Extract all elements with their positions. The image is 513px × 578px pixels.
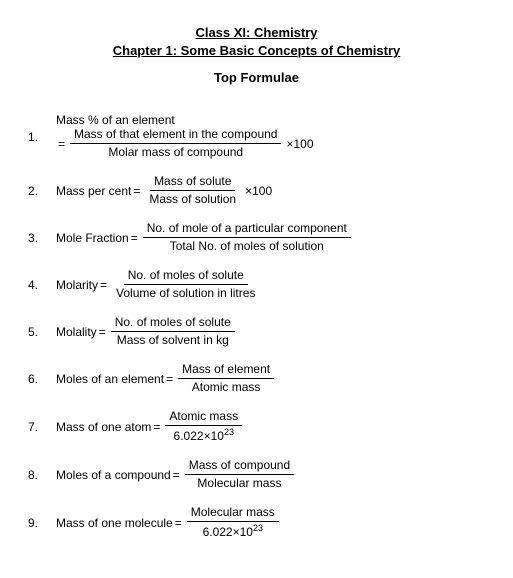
formula-body: Moles of a compound = Mass of compound M… <box>56 458 495 491</box>
fraction: Molecular mass 6.022×1023 <box>187 505 279 540</box>
fraction-denominator: 6.022×1023 <box>199 522 267 540</box>
formula-lhs: Mass of one atom <box>56 420 151 434</box>
fraction-denominator: Mass of solvent in kg <box>113 332 233 348</box>
fraction: Atomic mass 6.022×1023 <box>165 409 242 444</box>
fraction-denominator: Molecular mass <box>193 475 285 491</box>
equals-sign: = <box>166 372 173 386</box>
formula-lhs: Moles of an element <box>56 372 164 386</box>
fraction: Mass of element Atomic mass <box>178 362 274 395</box>
fraction-numerator: No. of moles of solute <box>111 315 235 332</box>
formula-tail: ×100 <box>245 184 272 198</box>
fraction-denominator: Atomic mass <box>188 379 265 395</box>
fraction-denominator: Molar mass of compound <box>104 144 247 160</box>
formula-item: 2. Mass per cent = Mass of solute Mass o… <box>28 174 495 207</box>
formula-tail: ×100 <box>286 137 313 151</box>
formula-number: 1. <box>28 130 56 144</box>
chapter-title: Chapter 1: Some Basic Concepts of Chemis… <box>18 42 495 60</box>
equals-sign: = <box>99 325 106 339</box>
fraction: No. of moles of solute Volume of solutio… <box>112 268 259 301</box>
equals-sign: = <box>100 278 107 292</box>
formula-number: 2. <box>28 184 56 198</box>
formula-body: Mass of one atom = Atomic mass 6.022×102… <box>56 409 495 444</box>
formula-item: 1. Mass % of an element = Mass of that e… <box>28 113 495 160</box>
fraction-numerator: Molecular mass <box>187 505 279 522</box>
fraction: Mass of that element in the compound Mol… <box>70 127 281 160</box>
fraction: No. of mole of a particular component To… <box>143 221 351 254</box>
fraction-numerator: No. of mole of a particular component <box>143 221 351 238</box>
formula-item: 3. Mole Fraction = No. of mole of a part… <box>28 221 495 254</box>
class-title: Class XI: Chemistry <box>18 24 495 42</box>
fraction-numerator: Mass of solute <box>150 174 235 191</box>
equals-sign: = <box>153 420 160 434</box>
formula-body: Molarity = No. of moles of solute Volume… <box>56 268 495 301</box>
fraction-denominator: Volume of solution in litres <box>112 285 259 301</box>
formula-number: 4. <box>28 278 56 292</box>
formula-number: 9. <box>28 516 56 530</box>
formula-item: 4. Molarity = No. of moles of solute Vol… <box>28 268 495 301</box>
formula-number: 7. <box>28 420 56 434</box>
formula-lhs: Molality <box>56 325 97 339</box>
formula-body: Mole Fraction = No. of mole of a particu… <box>56 221 495 254</box>
section-title: Top Formulae <box>18 70 495 85</box>
formula-lhs: Mass of one molecule <box>56 516 173 530</box>
formula-number: 6. <box>28 372 56 386</box>
formula-body: Mass % of an element = Mass of that elem… <box>56 113 495 160</box>
document-header: Class XI: Chemistry Chapter 1: Some Basi… <box>18 24 495 85</box>
fraction-denominator: Mass of solution <box>145 191 240 207</box>
fraction: Mass of solute Mass of solution <box>145 174 240 207</box>
formula-body: Molality = No. of moles of solute Mass o… <box>56 315 495 348</box>
fraction: Mass of compound Molecular mass <box>185 458 294 491</box>
formula-item: 7. Mass of one atom = Atomic mass 6.022×… <box>28 409 495 444</box>
formula-number: 5. <box>28 325 56 339</box>
formula-lhs: Molarity <box>56 278 98 292</box>
formula-list: 1. Mass % of an element = Mass of that e… <box>18 113 495 540</box>
equals-sign: = <box>58 137 65 151</box>
formula-lhs: Moles of a compound <box>56 468 171 482</box>
formula-lhs: Mass per cent <box>56 184 131 198</box>
formula-item: 8. Moles of a compound = Mass of compoun… <box>28 458 495 491</box>
fraction-numerator: Mass of that element in the compound <box>70 127 281 144</box>
formula-lhs: Mole Fraction <box>56 231 129 245</box>
fraction-denominator: 6.022×1023 <box>170 426 238 444</box>
formula-item: 5. Molality = No. of moles of solute Mas… <box>28 315 495 348</box>
fraction-numerator: Atomic mass <box>165 409 242 426</box>
formula-number: 3. <box>28 231 56 245</box>
equals-sign: = <box>133 184 140 198</box>
fraction-denominator: Total No. of moles of solution <box>166 238 328 254</box>
equals-sign: = <box>131 231 138 245</box>
fraction-numerator: Mass of compound <box>185 458 294 475</box>
formula-body: Mass of one molecule = Molecular mass 6.… <box>56 505 495 540</box>
formula-lhs: Mass % of an element <box>56 113 175 127</box>
formula-body: Moles of an element = Mass of element At… <box>56 362 495 395</box>
equals-sign: = <box>173 468 180 482</box>
formula-number: 8. <box>28 468 56 482</box>
formula-item: 9. Mass of one molecule = Molecular mass… <box>28 505 495 540</box>
formula-item: 6. Moles of an element = Mass of element… <box>28 362 495 395</box>
equals-sign: = <box>175 516 182 530</box>
formula-body: Mass per cent = Mass of solute Mass of s… <box>56 174 495 207</box>
fraction: No. of moles of solute Mass of solvent i… <box>111 315 235 348</box>
fraction-numerator: Mass of element <box>178 362 274 379</box>
fraction-numerator: No. of moles of solute <box>124 268 248 285</box>
